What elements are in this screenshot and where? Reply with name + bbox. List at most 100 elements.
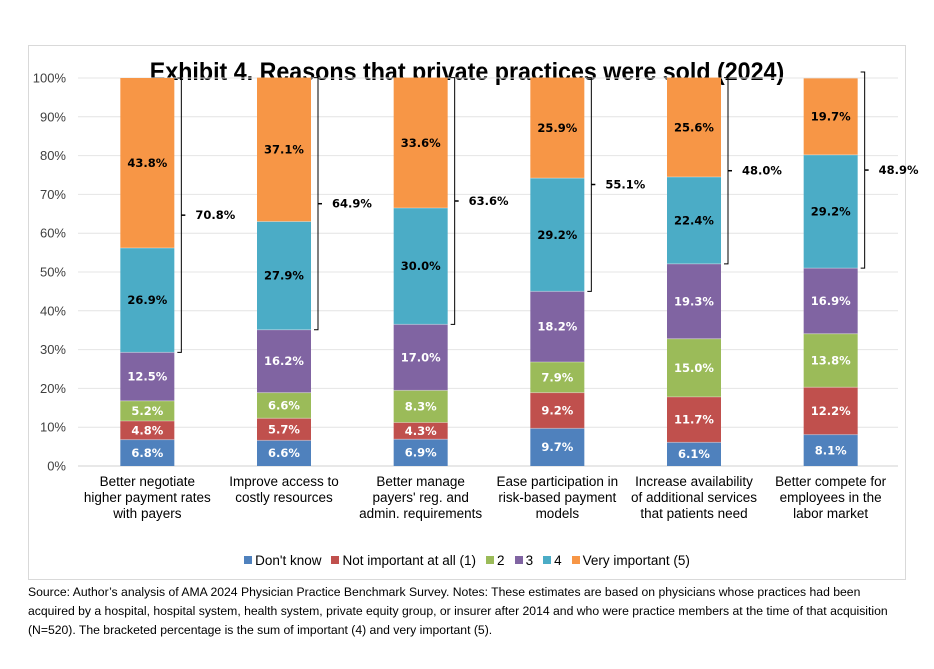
x-category-label-line: labor market bbox=[793, 506, 869, 521]
legend-label: 2 bbox=[497, 553, 505, 568]
bracket-total-label: 64.9% bbox=[332, 197, 372, 211]
x-category-label-line: with payers bbox=[113, 506, 182, 521]
bar-segment bbox=[257, 440, 311, 466]
data-label: 6.9% bbox=[405, 446, 437, 460]
bracket-total-label: 48.9% bbox=[879, 163, 919, 177]
x-category-label: Better compete for employees in the labor … bbox=[764, 474, 898, 522]
y-tick-label: 10% bbox=[40, 420, 66, 435]
y-tick-label: 70% bbox=[40, 187, 66, 202]
x-category-label-line: Better manage bbox=[376, 474, 465, 489]
legend-item: 3 bbox=[514, 553, 533, 568]
data-label: 11.7% bbox=[674, 413, 714, 427]
bar-segment bbox=[667, 77, 721, 177]
data-label: 27.9% bbox=[264, 269, 304, 283]
data-label: 15.0% bbox=[674, 361, 714, 375]
data-label: 9.2% bbox=[541, 404, 573, 418]
legend-swatch bbox=[514, 556, 523, 565]
bar-segment bbox=[393, 207, 448, 325]
data-label: 8.1% bbox=[815, 443, 847, 457]
data-label: 37.1% bbox=[264, 143, 304, 157]
legend-swatch bbox=[244, 556, 253, 565]
x-category-label-line: employees in the bbox=[779, 490, 882, 505]
legend-swatch bbox=[543, 556, 552, 565]
data-label: 16.2% bbox=[264, 354, 304, 368]
legend-label: Very important (5) bbox=[582, 553, 690, 568]
bar-segment bbox=[530, 392, 585, 429]
bracket bbox=[860, 71, 866, 269]
legend-item: Very important (5) bbox=[571, 553, 690, 568]
data-label: 5.2% bbox=[131, 404, 163, 418]
bar-segment bbox=[120, 400, 175, 421]
bar-segment bbox=[667, 263, 721, 339]
bar-segment bbox=[803, 78, 858, 155]
data-label: 7.9% bbox=[541, 370, 573, 384]
x-category-label-line: costly resources bbox=[235, 490, 333, 505]
legend-label: Not important at all (1) bbox=[342, 553, 477, 568]
data-label: 6.1% bbox=[678, 447, 710, 461]
data-label: 6.6% bbox=[268, 398, 300, 412]
bar-segment bbox=[667, 442, 721, 466]
data-label: 19.7% bbox=[811, 110, 851, 124]
bar-segment bbox=[120, 439, 175, 466]
bracket-total-label: 70.8% bbox=[195, 208, 235, 222]
legend-label: Don't know bbox=[255, 553, 322, 568]
bar-segment bbox=[530, 291, 585, 363]
x-category-label-line: payers' reg. and bbox=[372, 490, 469, 505]
bar-segment bbox=[257, 221, 311, 330]
legend-item: 2 bbox=[486, 553, 505, 568]
x-category-label: Better negotiate higher payment rates with… bbox=[80, 474, 214, 522]
data-label: 25.6% bbox=[674, 120, 714, 134]
legend-item: Not important at all (1) bbox=[331, 553, 476, 568]
bar-segment bbox=[803, 434, 858, 466]
bar-segment bbox=[393, 439, 448, 466]
bar-segment bbox=[803, 333, 858, 388]
data-label: 29.2% bbox=[537, 228, 577, 242]
bar-segment bbox=[530, 428, 585, 466]
y-tick-label: 80% bbox=[40, 148, 66, 163]
y-tick-label: 100% bbox=[33, 71, 67, 86]
bar-segment bbox=[667, 338, 721, 397]
legend-swatch bbox=[571, 556, 580, 565]
bar-segment bbox=[393, 77, 448, 208]
bar-segment bbox=[667, 176, 721, 264]
bracket bbox=[587, 77, 592, 292]
x-category-label: Increase availability of additional servi… bbox=[627, 474, 761, 522]
x-category-label-line: Better compete for bbox=[775, 474, 887, 489]
bracket-total-label: 48.0% bbox=[742, 164, 782, 178]
data-label: 16.9% bbox=[811, 294, 851, 308]
x-category-label-line: of additional services bbox=[630, 490, 758, 505]
data-label: 33.6% bbox=[401, 136, 441, 150]
bracket bbox=[450, 77, 456, 325]
bar-segment bbox=[803, 154, 858, 269]
data-label: 13.8% bbox=[811, 353, 851, 367]
x-category-label-line: higher payment rates bbox=[83, 490, 211, 505]
bar-segment bbox=[667, 396, 721, 443]
data-label: 25.9% bbox=[537, 121, 577, 135]
bracket bbox=[314, 77, 319, 331]
legend-label: 4 bbox=[554, 553, 562, 568]
x-category-label: Better manage payers' reg. and admin. requ… bbox=[354, 474, 488, 522]
bar-segment bbox=[120, 78, 175, 248]
bar-segment bbox=[120, 420, 175, 440]
bar-segment bbox=[803, 268, 858, 334]
bar-segment bbox=[257, 329, 311, 393]
data-label: 12.5% bbox=[127, 370, 167, 384]
y-tick-label: 50% bbox=[40, 265, 66, 280]
data-label: 4.3% bbox=[405, 424, 437, 438]
legend-swatch bbox=[486, 556, 495, 565]
data-label: 17.0% bbox=[401, 350, 441, 364]
data-label: 18.2% bbox=[537, 320, 577, 334]
x-category-label-line: Better negotiate bbox=[99, 474, 195, 489]
legend-item: 4 bbox=[543, 553, 562, 568]
y-tick-label: 90% bbox=[40, 109, 66, 124]
x-category-label-line: Improve access to bbox=[229, 474, 339, 489]
data-label: 12.2% bbox=[811, 404, 851, 418]
data-label: 30.0% bbox=[401, 259, 441, 273]
bar-segment bbox=[393, 390, 448, 423]
data-label: 22.4% bbox=[674, 213, 714, 227]
data-label: 19.3% bbox=[674, 294, 714, 308]
data-label: 6.6% bbox=[268, 446, 300, 460]
bar-segment bbox=[120, 247, 175, 353]
legend-swatch bbox=[331, 556, 340, 565]
y-tick-label: 30% bbox=[40, 342, 66, 357]
